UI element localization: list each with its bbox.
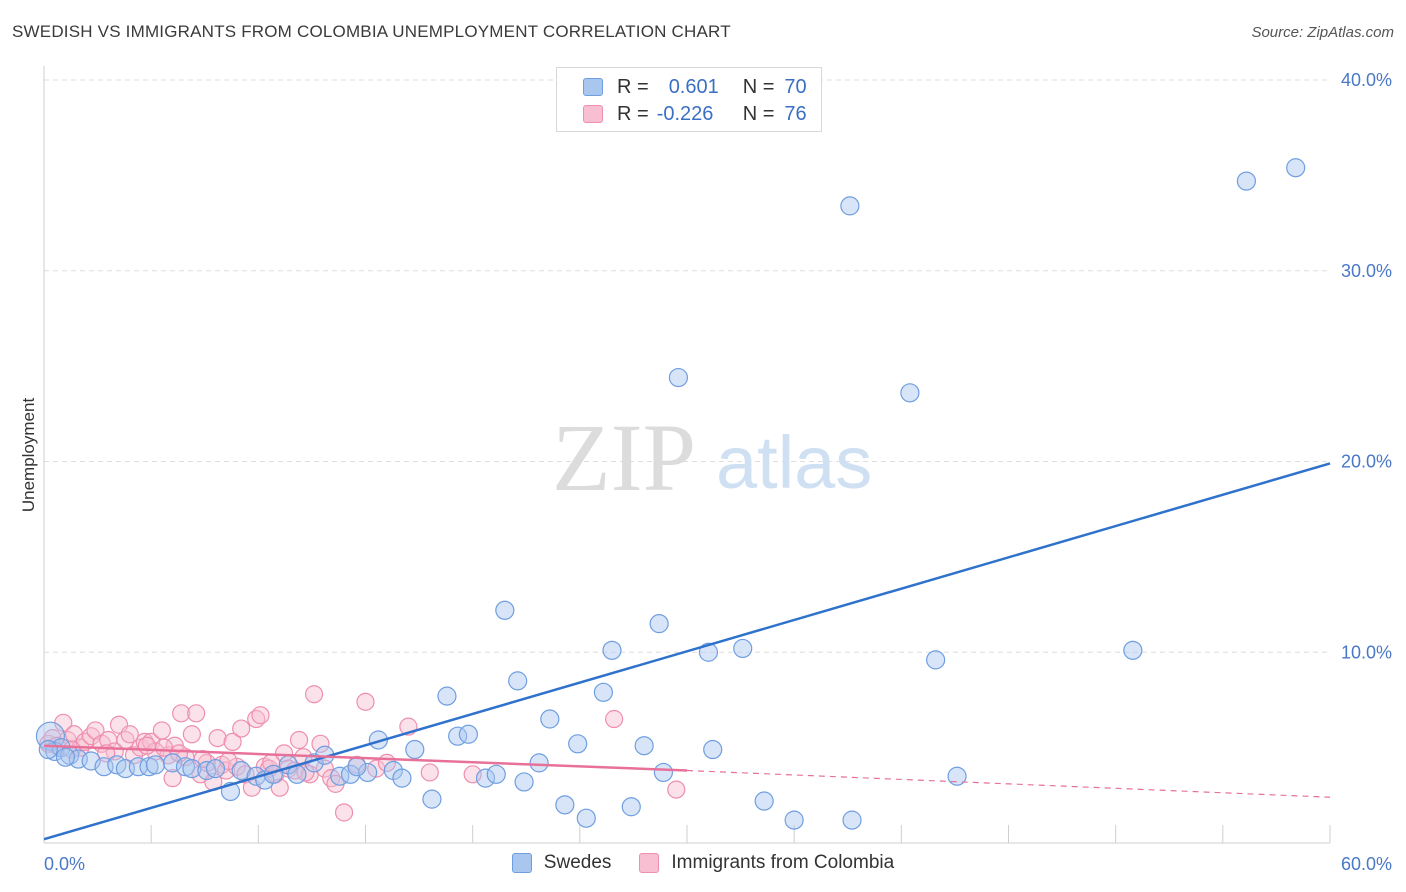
- point-swedes: [785, 811, 803, 829]
- point-swedes: [459, 725, 477, 743]
- point-colombia: [233, 720, 250, 737]
- legend-swatch-swedes: [512, 853, 532, 873]
- point-swedes: [556, 796, 574, 814]
- point-colombia: [306, 686, 323, 703]
- point-swedes: [1237, 172, 1255, 190]
- watermark-atlas: atlas: [716, 421, 872, 504]
- legend-label-colombia: Immigrants from Colombia: [671, 852, 894, 874]
- y-tick-label: 30.0%: [1341, 261, 1392, 281]
- point-swedes: [704, 741, 722, 759]
- point-swedes: [496, 601, 514, 619]
- point-swedes: [206, 760, 224, 778]
- point-swedes: [487, 765, 505, 783]
- legend-n-value: 70: [784, 76, 806, 99]
- legend-row-swedes: R = 0.601 N = 70: [583, 75, 807, 99]
- point-colombia: [357, 693, 374, 710]
- legend-n-label: N =: [743, 103, 775, 126]
- point-swedes: [635, 737, 653, 755]
- legend-swatch-swedes: [583, 78, 603, 96]
- point-swedes: [901, 384, 919, 402]
- legend-n-value: 76: [784, 103, 806, 126]
- point-swedes: [393, 769, 411, 787]
- point-swedes: [841, 197, 859, 215]
- legend-swatch-colombia: [639, 853, 659, 873]
- point-swedes: [348, 758, 366, 776]
- point-swedes: [146, 756, 164, 774]
- watermark: ZIP atlas: [552, 404, 872, 511]
- point-swedes: [927, 651, 945, 669]
- point-swedes: [843, 811, 861, 829]
- point-swedes: [39, 741, 57, 759]
- point-swedes: [650, 615, 668, 633]
- point-swedes: [654, 763, 672, 781]
- point-colombia: [668, 781, 685, 798]
- scatter-chart: ZIP atlas 10.0%20.0%30.0%40.0%0.0% 60.0% …: [0, 0, 1406, 892]
- point-swedes: [755, 792, 773, 810]
- legend-r-value: -0.226: [657, 103, 743, 126]
- point-swedes: [1124, 641, 1142, 659]
- legend-item-swedes: Swedes: [512, 852, 612, 874]
- point-colombia: [606, 711, 623, 728]
- point-swedes: [1287, 159, 1305, 177]
- point-swedes: [669, 369, 687, 387]
- series-immigrants-from-colombia: [40, 686, 685, 821]
- point-swedes: [734, 639, 752, 657]
- point-colombia: [153, 722, 170, 739]
- stats-legend: R = 0.601 N = 70 R = -0.226 N = 76: [556, 67, 822, 132]
- point-swedes: [622, 798, 640, 816]
- legend-r-value: 0.601: [669, 76, 743, 99]
- y-tick-label: 20.0%: [1341, 452, 1392, 472]
- point-colombia: [209, 730, 226, 747]
- point-colombia: [183, 726, 200, 743]
- legend-row-colombia: R = -0.226 N = 76: [583, 102, 807, 126]
- point-swedes: [530, 754, 548, 772]
- y-axis-label: Unemployment: [19, 398, 38, 513]
- point-swedes: [509, 672, 527, 690]
- y-tick-label: 40.0%: [1341, 70, 1392, 90]
- point-colombia: [421, 764, 438, 781]
- trend-line-colombia-extension: [687, 771, 1330, 798]
- point-swedes: [577, 809, 595, 827]
- point-swedes: [515, 773, 533, 791]
- legend-n-label: N =: [743, 76, 775, 99]
- point-swedes: [603, 641, 621, 659]
- legend-swatch-colombia: [583, 105, 603, 123]
- point-colombia: [291, 731, 308, 748]
- point-swedes: [541, 710, 559, 728]
- legend-r-label: R =: [617, 103, 649, 126]
- point-swedes: [438, 687, 456, 705]
- grid-lines: [44, 80, 1330, 652]
- point-swedes: [594, 683, 612, 701]
- point-swedes: [569, 735, 587, 753]
- legend-item-colombia: Immigrants from Colombia: [639, 852, 894, 874]
- point-colombia: [188, 705, 205, 722]
- point-colombia: [138, 737, 155, 754]
- watermark-zip: ZIP: [552, 404, 696, 511]
- point-colombia: [336, 804, 353, 821]
- legend-label-swedes: Swedes: [544, 852, 612, 874]
- point-colombia: [252, 707, 269, 724]
- legend-r-label: R =: [617, 76, 649, 99]
- point-swedes: [423, 790, 441, 808]
- series-legend: Swedes Immigrants from Colombia: [0, 852, 1406, 874]
- y-tick-label: 10.0%: [1341, 642, 1392, 662]
- point-swedes: [56, 748, 74, 766]
- point-swedes: [406, 741, 424, 759]
